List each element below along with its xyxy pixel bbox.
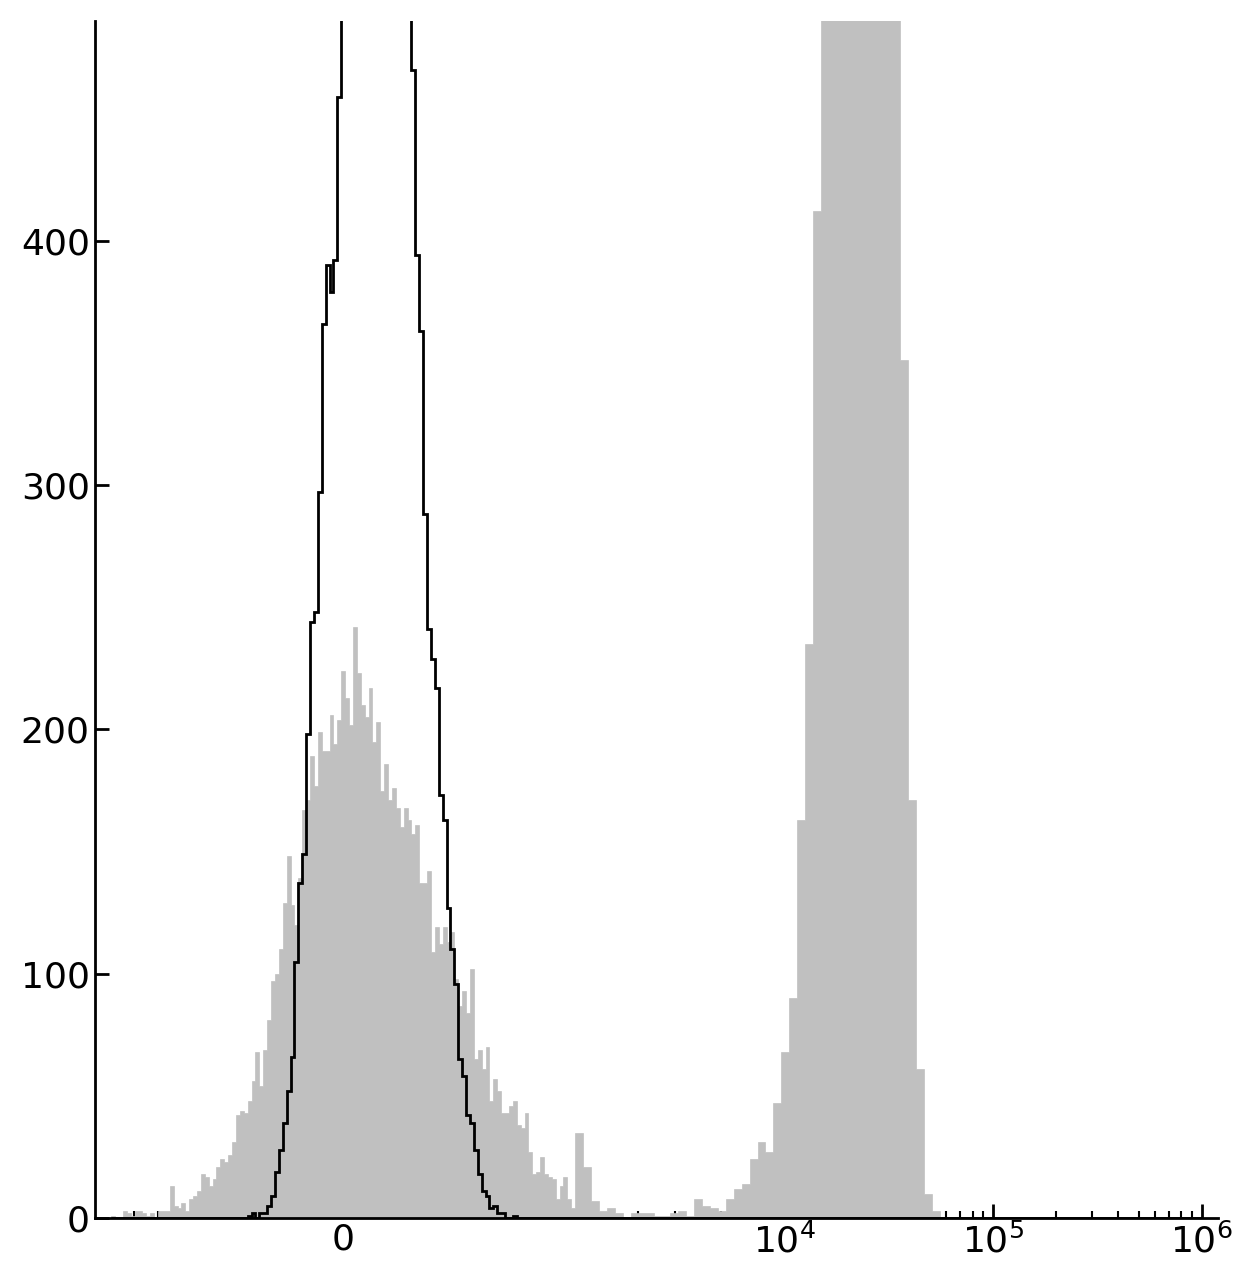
Polygon shape: [112, 0, 1202, 1219]
